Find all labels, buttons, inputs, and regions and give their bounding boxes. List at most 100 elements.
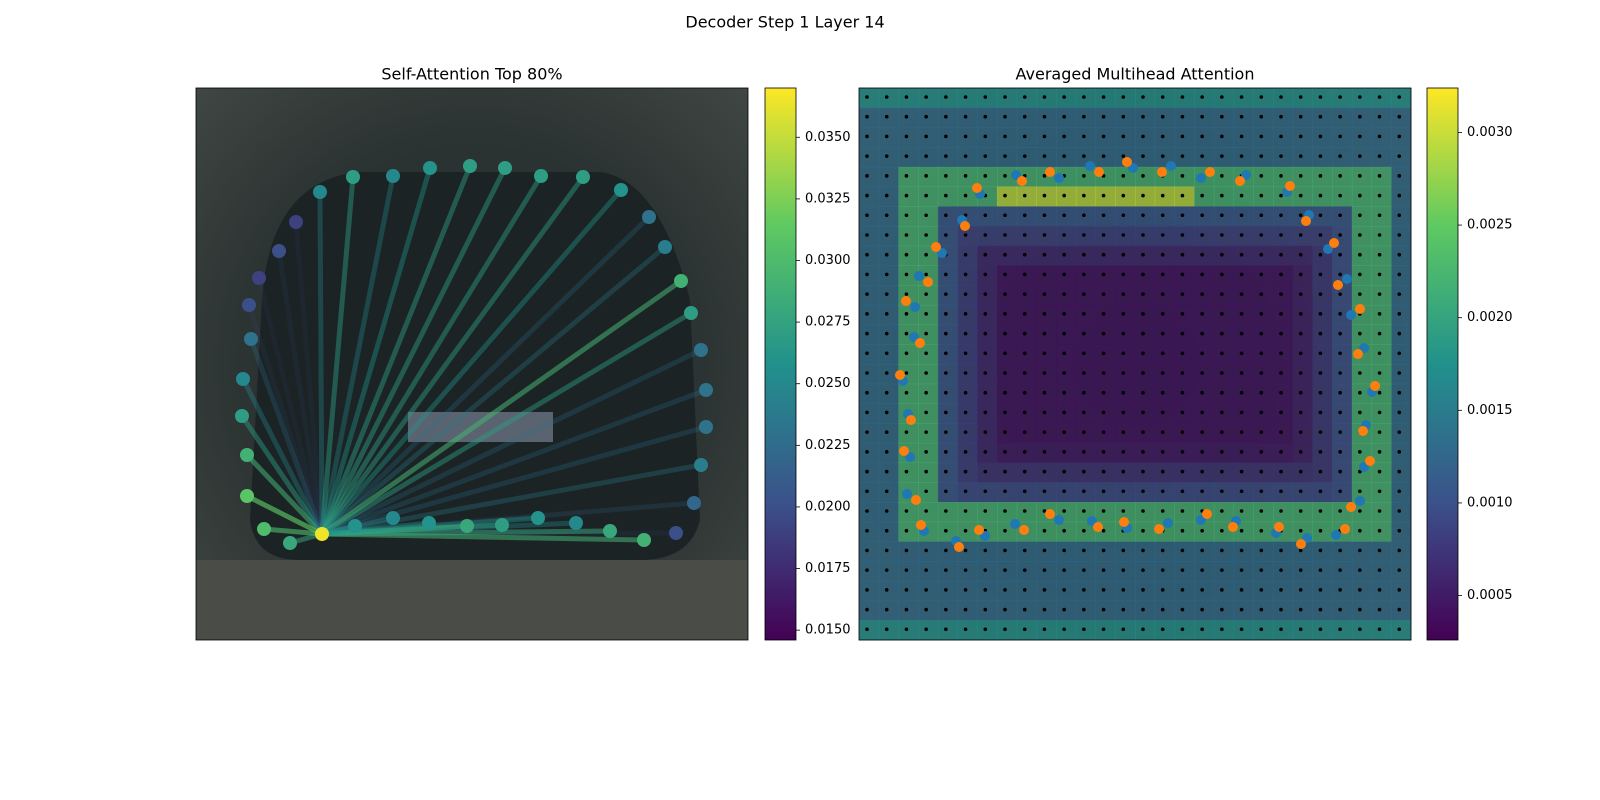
heat-cell	[1194, 561, 1215, 582]
heat-cell	[1016, 383, 1037, 404]
heat-cell	[1154, 226, 1175, 247]
heat-cell	[957, 147, 978, 168]
heat-cell	[957, 442, 978, 464]
query-dot	[1377, 607, 1382, 612]
query-dot	[1042, 627, 1047, 632]
heat-cell	[1036, 324, 1057, 345]
query-dot	[1200, 588, 1204, 592]
heat-cell	[997, 324, 1018, 345]
heat-cell	[1194, 541, 1215, 562]
heat-cell	[977, 245, 998, 266]
heat-cell	[937, 304, 959, 326]
heat-cell	[1332, 482, 1353, 503]
query-dot	[1220, 371, 1224, 375]
heat-cell	[1194, 580, 1215, 602]
query-dot	[884, 213, 889, 218]
query-dot	[1042, 351, 1047, 356]
heat-cell	[1194, 383, 1215, 404]
heat-cell	[1292, 561, 1313, 582]
reference-point	[1342, 274, 1352, 284]
query-dot	[1377, 154, 1382, 158]
query-dot	[1180, 450, 1185, 454]
query-dot	[1298, 292, 1303, 296]
query-dot	[1180, 548, 1185, 553]
heat-cell	[1016, 324, 1037, 345]
query-dot	[884, 568, 889, 572]
query-dot	[1377, 450, 1382, 454]
query-dot	[904, 390, 909, 395]
query-dot	[1298, 509, 1303, 513]
query-dot	[884, 469, 889, 474]
query-dot	[865, 410, 869, 415]
query-dot	[1397, 213, 1402, 218]
heat-cell	[1391, 344, 1412, 365]
heat-cell	[977, 265, 998, 286]
heat-cell	[898, 580, 919, 602]
heat-cell	[1332, 88, 1353, 109]
heat-cell	[1075, 462, 1097, 483]
heat-cell	[997, 541, 1018, 562]
heat-cell	[1351, 285, 1373, 306]
heat-cell	[1174, 226, 1195, 247]
heat-cell	[1253, 364, 1274, 385]
heat-cell	[1174, 344, 1195, 365]
sampling-point	[901, 296, 911, 306]
query-dot	[1377, 331, 1382, 336]
query-dot	[983, 588, 988, 592]
heat-cell	[1154, 462, 1175, 483]
sampling-point	[1045, 167, 1055, 177]
reference-point	[1166, 161, 1176, 171]
query-dot	[924, 489, 928, 494]
heat-cell	[1056, 541, 1077, 562]
query-dot	[1298, 213, 1303, 218]
attention-edge	[319, 165, 473, 535]
query-dot	[983, 607, 988, 612]
query-dot	[963, 548, 968, 553]
heat-cell	[1312, 364, 1333, 385]
query-dot	[1239, 272, 1244, 277]
query-dot	[1259, 272, 1264, 277]
query-dot	[1279, 469, 1283, 474]
query-dot	[944, 213, 948, 218]
query-dot	[1022, 489, 1027, 494]
query-dot	[1042, 430, 1047, 434]
query-dot	[1180, 114, 1185, 119]
heat-cell	[937, 600, 959, 621]
heat-cell	[1273, 580, 1294, 602]
heat-cell	[1312, 127, 1333, 148]
query-dot	[1239, 390, 1244, 395]
query-dot	[1200, 213, 1204, 218]
query-dot	[884, 233, 889, 237]
query-dot	[1298, 371, 1303, 375]
heat-cell	[997, 442, 1018, 464]
query-dot	[1377, 252, 1382, 257]
heat-cell	[859, 462, 880, 483]
heat-cell	[1371, 403, 1392, 424]
query-dot	[1239, 568, 1244, 572]
heat-cell	[1332, 442, 1353, 464]
query-dot	[963, 134, 968, 139]
query-dot	[963, 331, 968, 336]
query-dot	[1200, 292, 1204, 296]
heat-cell	[1016, 442, 1037, 464]
heat-cell	[1194, 423, 1215, 444]
heat-cell	[1213, 127, 1235, 148]
heat-cell	[1095, 245, 1116, 266]
query-dot	[1298, 450, 1303, 454]
heat-cell	[1292, 423, 1313, 444]
query-dot	[1220, 213, 1224, 218]
node	[534, 169, 548, 183]
sampling-point	[1094, 167, 1104, 177]
heat-cell	[1253, 462, 1274, 483]
heat-cell	[1292, 600, 1313, 621]
heat-cell	[977, 364, 998, 385]
heat-cell	[1194, 206, 1215, 227]
heat-cell	[1292, 364, 1313, 385]
query-dot	[1042, 174, 1047, 178]
query-dot	[1220, 134, 1224, 139]
heat-cell	[1115, 580, 1136, 602]
query-dot	[884, 331, 889, 336]
query-dot	[1121, 233, 1126, 237]
query-dot	[1259, 607, 1264, 612]
query-dot	[1338, 252, 1342, 257]
